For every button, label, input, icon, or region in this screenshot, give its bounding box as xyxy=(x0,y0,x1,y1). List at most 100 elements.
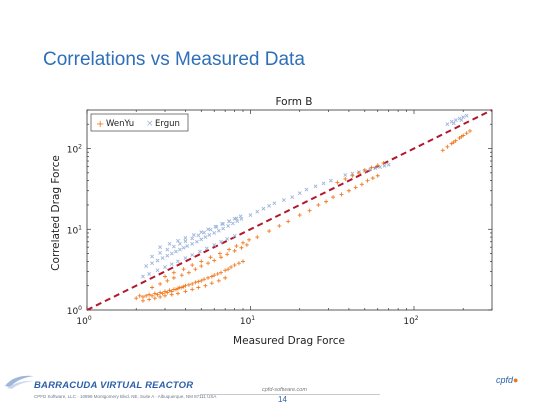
point-ergun xyxy=(196,233,201,238)
point-ergun xyxy=(169,262,174,267)
y-tick-label: 101 xyxy=(67,224,82,236)
y-axis-label: Correlated Drag Force xyxy=(50,155,62,271)
point-wenyu xyxy=(216,278,221,283)
point-ergun xyxy=(150,261,154,266)
point-ergun xyxy=(199,230,204,235)
point-wenyu xyxy=(335,180,340,185)
point-wenyu xyxy=(202,277,207,282)
point-ergun xyxy=(226,224,231,228)
point-wenyu xyxy=(225,252,230,257)
point-ergun xyxy=(386,162,391,167)
x-axis-label: Measured Drag Force xyxy=(233,335,345,347)
point-ergun xyxy=(171,244,176,249)
point-ergun xyxy=(281,198,286,202)
point-ergun xyxy=(451,121,456,126)
point-wenyu xyxy=(218,270,223,275)
legend-marker-wenyu: + xyxy=(96,119,104,130)
point-ergun xyxy=(150,254,154,259)
point-ergun xyxy=(255,209,260,214)
point-wenyu xyxy=(193,267,198,272)
point-ergun xyxy=(207,233,212,237)
point-ergun xyxy=(169,251,174,256)
point-wenyu xyxy=(375,173,380,178)
point-ergun xyxy=(350,171,355,176)
point-wenyu xyxy=(173,287,178,292)
point-wenyu xyxy=(163,274,168,279)
point-wenyu xyxy=(297,213,302,218)
point-wenyu xyxy=(152,291,157,296)
point-wenyu xyxy=(137,293,142,298)
point-wenyu xyxy=(449,141,454,146)
point-ergun xyxy=(461,115,466,120)
point-wenyu xyxy=(190,287,195,292)
point-ergun xyxy=(190,241,195,246)
point-ergun xyxy=(234,216,239,221)
x-tick-label: 100 xyxy=(76,315,91,327)
point-wenyu xyxy=(160,291,165,296)
point-wenyu xyxy=(152,296,157,301)
point-ergun xyxy=(185,244,190,248)
point-ergun xyxy=(219,239,223,244)
point-wenyu xyxy=(346,188,351,193)
legend: + WenYu × Ergun xyxy=(90,113,189,132)
footer-web: cpfd-software.com xyxy=(262,387,307,393)
point-ergun xyxy=(248,213,253,217)
chart-title: Form B xyxy=(276,96,313,108)
point-wenyu xyxy=(255,235,260,240)
point-wenyu xyxy=(196,279,201,284)
point-wenyu xyxy=(208,255,213,260)
point-wenyu xyxy=(381,161,386,166)
point-ergun xyxy=(272,201,277,206)
x-tick-label: 101 xyxy=(240,315,255,327)
point-wenyu xyxy=(215,271,220,276)
point-ergun xyxy=(373,166,378,171)
point-ergun xyxy=(155,268,160,273)
point-wenyu xyxy=(186,270,191,275)
point-wenyu xyxy=(147,297,152,302)
footer-divider xyxy=(200,394,380,395)
point-wenyu xyxy=(163,293,168,298)
point-ergun xyxy=(230,221,235,226)
point-wenyu xyxy=(339,192,344,197)
point-ergun xyxy=(190,253,195,257)
point-wenyu xyxy=(356,170,361,175)
point-ergun xyxy=(214,224,219,229)
point-wenyu xyxy=(286,219,291,224)
axis-ticks: 100 101 102 100 101 102 xyxy=(67,109,493,327)
point-wenyu xyxy=(206,275,211,280)
point-wenyu xyxy=(206,261,211,266)
point-wenyu xyxy=(362,168,367,173)
point-wenyu xyxy=(459,134,464,139)
point-wenyu xyxy=(232,248,237,253)
point-wenyu xyxy=(451,140,456,145)
point-ergun xyxy=(459,118,464,123)
reference-line-y-equals-x xyxy=(86,109,493,311)
point-wenyu xyxy=(171,270,176,275)
point-wenyu xyxy=(316,202,321,207)
point-ergun xyxy=(204,246,209,251)
point-ergun xyxy=(220,221,224,226)
point-ergun xyxy=(267,203,272,208)
point-ergun xyxy=(221,226,226,231)
point-wenyu xyxy=(267,229,272,234)
point-wenyu xyxy=(150,293,155,298)
point-wenyu xyxy=(175,291,180,296)
point-ergun xyxy=(158,250,163,255)
point-ergun xyxy=(199,237,204,242)
point-wenyu xyxy=(209,274,214,279)
point-ergun xyxy=(221,222,226,226)
point-ergun xyxy=(232,233,237,238)
point-ergun xyxy=(167,241,172,246)
point-wenyu xyxy=(155,292,160,297)
point-wenyu xyxy=(331,195,336,200)
point-wenyu xyxy=(343,176,348,181)
point-wenyu xyxy=(158,294,163,299)
point-wenyu xyxy=(140,294,145,299)
point-ergun xyxy=(190,236,195,241)
point-ergun xyxy=(177,247,182,252)
point-wenyu xyxy=(370,176,375,181)
point-ergun xyxy=(206,227,210,232)
point-wenyu xyxy=(165,278,170,283)
point-wenyu xyxy=(440,148,445,153)
point-wenyu xyxy=(467,128,472,133)
